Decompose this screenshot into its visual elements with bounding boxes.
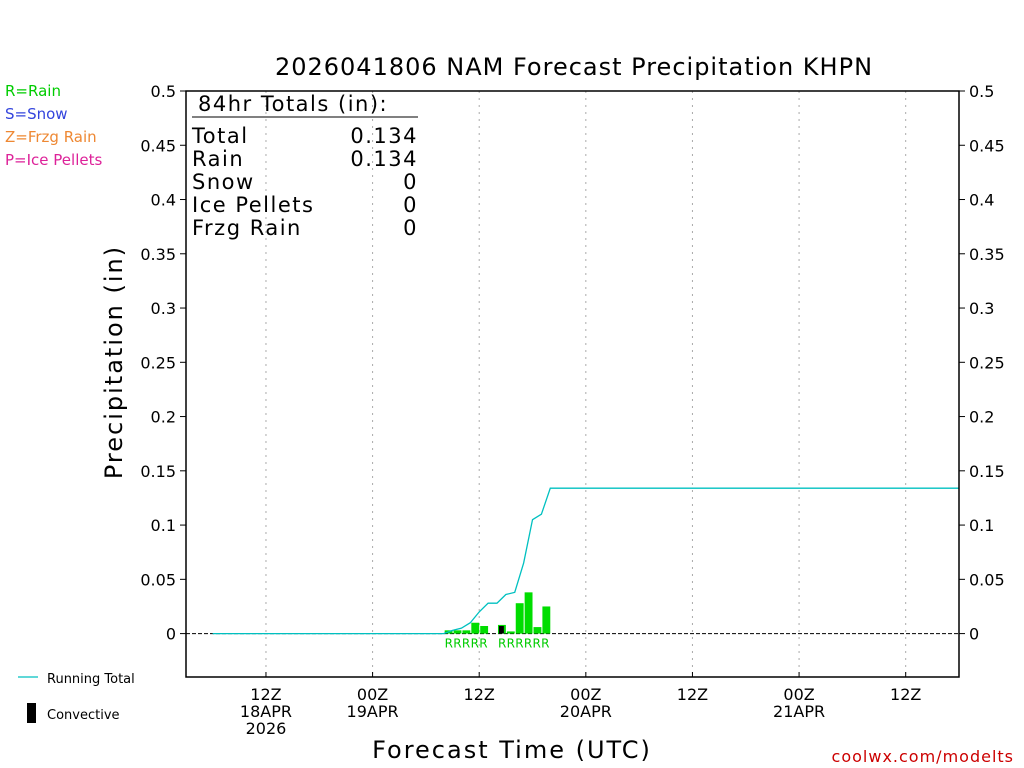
x-axis-label: Forecast Time (UTC) <box>372 736 652 764</box>
y-tick-label-right: 0.05 <box>969 570 1005 589</box>
y-tick-label-left: 0.4 <box>151 191 176 210</box>
y-tick-label-right: 0.45 <box>969 136 1005 155</box>
y-axis-ticks: 0 00.05 0.050.1 0.10.15 0.150.2 0.20.25 0.250.… <box>140 82 1004 644</box>
y-tick-label-left: 0.5 <box>151 82 176 101</box>
x-tick-label: 20APR <box>560 702 612 721</box>
ptype-legend-item: P=Ice Pellets <box>5 151 102 169</box>
totals-row-value: 0.134 <box>350 147 418 171</box>
precip-bar <box>506 631 515 634</box>
y-tick-label-right: 0.4 <box>969 191 994 210</box>
totals-row-value: 0 <box>403 216 418 240</box>
convective-legend-swatch <box>27 703 36 723</box>
y-tick-label-right: 0.35 <box>969 245 1005 264</box>
y-tick-label-left: 0.1 <box>151 516 176 535</box>
x-tick-label: 18APR <box>240 702 292 721</box>
y-tick-label-right: 0.25 <box>969 353 1005 372</box>
chart-title: 2026041806 NAM Forecast Precipitation KH… <box>275 53 873 81</box>
y-tick-label-right: 0.3 <box>969 299 994 318</box>
plot-frame <box>185 90 960 678</box>
series-legend: Running Total Convective <box>18 672 135 723</box>
x-tick-label: 12Z <box>677 685 708 704</box>
x-tick-label: 12Z <box>890 685 921 704</box>
totals-row-label: Frzg Rain <box>192 216 302 240</box>
y-tick-label-left: 0 <box>166 625 176 644</box>
precip-bar <box>471 622 480 634</box>
ptype-label: RRRRR <box>445 637 488 651</box>
running-total-polyline <box>212 487 959 635</box>
y-tick-label-right: 0.1 <box>969 516 994 535</box>
x-gridlines <box>186 91 959 677</box>
ptype-legend-item: R=Rain <box>5 82 61 100</box>
convective-bar <box>498 625 504 634</box>
totals-row-label: Ice Pellets <box>192 193 314 217</box>
y-axis-label: Precipitation (in) <box>100 245 128 479</box>
y-tick-label-left: 0.45 <box>140 136 176 155</box>
y-tick-label-left: 0.15 <box>140 462 176 481</box>
x-tick-label: 00Z <box>783 685 814 704</box>
totals-row-label: Total <box>191 124 249 148</box>
y-tick-label-left: 0.2 <box>151 408 176 427</box>
y-tick-label-right: 0.15 <box>969 462 1005 481</box>
running-total-legend-label: Running Total <box>47 672 135 687</box>
totals-box: 84hr Totals (in): Total 0.134 Rain 0.134 Snow… <box>191 92 418 240</box>
precip-bar <box>533 627 542 634</box>
precip-bar <box>480 625 489 634</box>
x-tick-label: 00Z <box>570 685 601 704</box>
y-tick-label-left: 0.25 <box>140 353 176 372</box>
precip-bar <box>515 603 524 634</box>
y-tick-label-left: 0.3 <box>151 299 176 318</box>
x-tick-label: 00Z <box>357 685 388 704</box>
ptype-legend: R=Rain S=Snow Z=Frzg Rain P=Ice Pellets <box>5 82 102 169</box>
x-tick-label: 12Z <box>464 685 495 704</box>
x-tick-label: 21APR <box>773 702 825 721</box>
precip-bar <box>524 592 533 634</box>
x-tick-label: 12Z <box>250 685 281 704</box>
totals-row-value: 0.134 <box>350 124 418 148</box>
ptype-labels: RRRRR RRRRRR <box>445 637 550 651</box>
y-tick-label-left: 0.35 <box>140 245 176 264</box>
convective-legend-label: Convective <box>47 708 120 723</box>
precip-bar <box>453 630 462 634</box>
y-tick-label-right: 0.2 <box>969 408 994 427</box>
hourly-precip-bars <box>444 592 551 634</box>
y-tick-label-left: 0.05 <box>140 570 176 589</box>
running-total-line <box>212 487 959 635</box>
totals-row-value: 0 <box>403 170 418 194</box>
precip-bar <box>542 606 551 634</box>
ptype-label: RRRRRR <box>498 637 550 651</box>
ptype-legend-item: S=Snow <box>5 105 68 123</box>
totals-row-label: Rain <box>192 147 244 171</box>
y-tick-label-right: 0.5 <box>969 82 994 101</box>
totals-row-value: 0 <box>403 193 418 217</box>
ptype-legend-item: Z=Frzg Rain <box>5 128 97 146</box>
totals-header: 84hr Totals (in): <box>198 92 388 116</box>
x-tick-label: 2026 <box>246 719 287 738</box>
y-tick-label-right: 0 <box>969 625 979 644</box>
precip-bar <box>462 630 471 634</box>
x-tick-label: 19APR <box>347 702 399 721</box>
credit-text: coolwx.com/modelts <box>832 747 1014 766</box>
totals-row-label: Snow <box>192 170 255 194</box>
